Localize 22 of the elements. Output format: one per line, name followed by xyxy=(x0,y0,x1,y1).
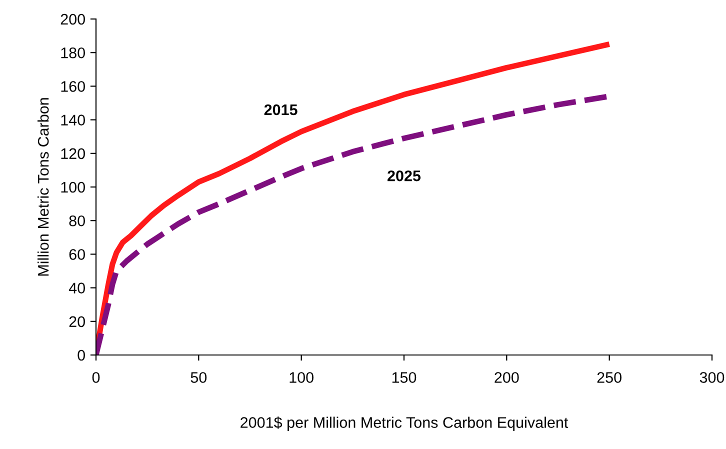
x-tick-label: 150 xyxy=(392,372,416,383)
y-tick-label: 80 xyxy=(69,215,85,226)
y-tick-label: 120 xyxy=(61,148,85,160)
x-tick-label: 100 xyxy=(290,372,314,383)
x-tick-label: 250 xyxy=(597,372,622,383)
x-tick-label: 300 xyxy=(700,372,724,383)
y-tick-label: 200 xyxy=(60,14,85,25)
y-tick-label: 160 xyxy=(61,81,85,92)
series-label: 2015 xyxy=(264,104,298,116)
series-label: 2025 xyxy=(388,170,421,182)
y-tick-label: 140 xyxy=(61,114,85,126)
y-tick-label: 40 xyxy=(68,282,85,294)
x-tick-label: 50 xyxy=(190,372,207,383)
x-tick-label: 200 xyxy=(494,372,519,383)
x-tick-label: 0 xyxy=(92,372,100,383)
y-tick-label: 20 xyxy=(69,316,85,328)
y-tick-label: 0 xyxy=(78,350,85,361)
y-tick-label: 180 xyxy=(61,47,85,58)
y-tick-label: 60 xyxy=(69,249,85,260)
y-tick-label: 100 xyxy=(61,182,85,193)
y-axis-title: Million Metric Tons Carbon xyxy=(38,98,49,276)
x-axis-title: 2001$ per Million Metric Tons Carbon Equivalent xyxy=(240,416,568,431)
